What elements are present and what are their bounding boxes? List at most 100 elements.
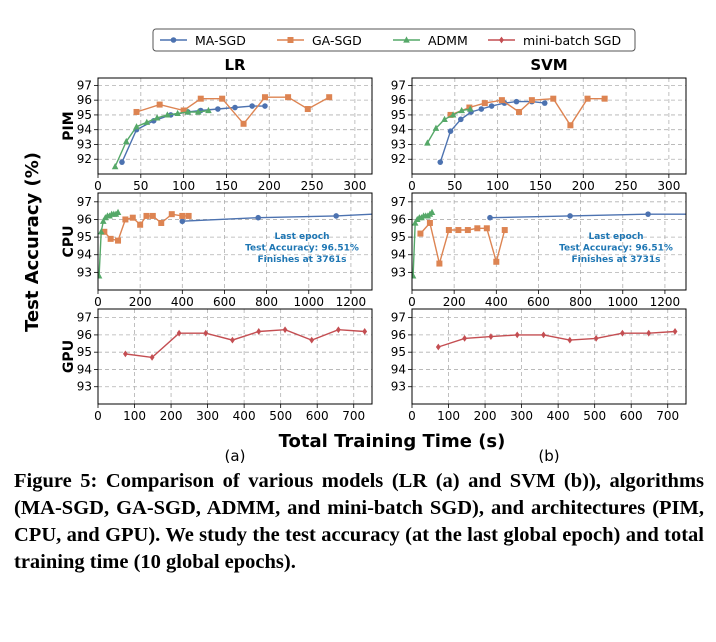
- data-point: [541, 331, 546, 339]
- data-point: [107, 235, 114, 242]
- data-point: [541, 100, 548, 106]
- x-tick-label: 150: [215, 179, 238, 193]
- data-point: [335, 326, 341, 334]
- data-point: [326, 94, 333, 101]
- x-tick-label: 250: [301, 179, 324, 193]
- x-tick-label: 100: [123, 409, 146, 423]
- data-point: [143, 118, 151, 125]
- series-line: [125, 328, 365, 359]
- y-tick-label: 96: [77, 212, 92, 226]
- data-point: [447, 111, 454, 118]
- data-point: [255, 214, 261, 221]
- data-point: [122, 216, 129, 223]
- y-tick-label: 92: [77, 152, 92, 166]
- x-tick-label: 0: [408, 295, 416, 309]
- data-point: [488, 103, 495, 109]
- data-point: [333, 213, 339, 219]
- legend-item: ADMM: [393, 33, 468, 48]
- series-line: [419, 221, 506, 267]
- data-point: [449, 111, 457, 118]
- x-tick-label: 400: [233, 409, 256, 423]
- data-point: [149, 353, 155, 361]
- data-point: [445, 227, 452, 234]
- data-point: [426, 219, 433, 226]
- data-point: [230, 336, 235, 344]
- y-tick-label: 93: [77, 265, 92, 279]
- x-tick-label: 200: [443, 295, 466, 309]
- data-point: [501, 227, 508, 234]
- y-tick-label: 95: [77, 108, 92, 122]
- y-tick-label: 95: [77, 230, 92, 244]
- data-point: [417, 230, 424, 237]
- legend-item: mini-batch SGD: [488, 33, 621, 48]
- annotation-text: Last epoch: [274, 232, 329, 242]
- y-tick-label: 97: [77, 195, 92, 209]
- data-point: [180, 107, 187, 114]
- data-point: [466, 105, 474, 112]
- data-point: [168, 211, 175, 218]
- data-point: [620, 329, 625, 337]
- y-tick-label: 94: [77, 362, 92, 376]
- data-point: [481, 100, 488, 107]
- data-point: [550, 95, 557, 102]
- annotation-text: Finishes at 3761s: [258, 255, 347, 265]
- data-point: [646, 329, 652, 337]
- y-tick-label: 96: [391, 212, 406, 226]
- data-point: [493, 258, 500, 265]
- data-point: [101, 228, 108, 235]
- x-tick-label: 500: [583, 409, 606, 423]
- panel-svm-gpu: 0 100 200 300 400 500 600 700 93 94 95 96 97: [391, 308, 687, 423]
- series-line: [439, 100, 545, 163]
- series-group: [111, 94, 333, 170]
- data-point: [143, 212, 150, 219]
- data-point: [98, 228, 105, 235]
- data-point: [282, 326, 288, 334]
- data-point: [528, 97, 535, 104]
- x-tick-label: 0: [94, 295, 102, 309]
- data-point: [488, 333, 494, 341]
- data-point: [232, 104, 238, 111]
- data-point: [98, 272, 103, 279]
- sublabel-a: (a): [225, 447, 246, 465]
- x-tick-label: 100: [172, 179, 195, 193]
- panel-frame: [411, 77, 687, 175]
- legend-item: GA-SGD: [277, 33, 362, 48]
- data-point: [240, 120, 247, 127]
- annotation-text: Test Accuracy: 96.51%: [245, 244, 359, 254]
- data-point: [584, 95, 591, 102]
- data-point: [483, 225, 490, 232]
- data-point: [516, 108, 523, 115]
- series-group: [123, 326, 368, 361]
- y-tick-label: 94: [391, 362, 406, 376]
- data-point: [441, 115, 448, 122]
- annotation-text: Test Accuracy: 96.51%: [559, 244, 673, 254]
- row-label: CPU: [61, 226, 77, 258]
- y-tick-label: 93: [391, 380, 406, 394]
- x-tick-label: 200: [160, 409, 183, 423]
- y-tick-label: 93: [77, 137, 92, 151]
- data-point: [197, 95, 204, 102]
- y-tick-label: 93: [77, 380, 92, 394]
- series-line: [114, 109, 209, 167]
- data-point: [464, 227, 471, 234]
- x-tick-label: 0: [408, 409, 416, 423]
- data-point: [133, 123, 140, 130]
- x-tick-label: 300: [343, 179, 366, 193]
- y-tick-label: 96: [391, 93, 406, 107]
- data-point: [149, 212, 156, 219]
- y-tick-label: 96: [391, 328, 406, 342]
- x-tick-label: 200: [129, 295, 152, 309]
- legend: MA-SGD GA-SGD ADMM mini-batch SGD: [152, 28, 636, 52]
- panel-lr-gpu: 0 100 200 300 400 500 600 700 93 94 95 96 97: [77, 308, 373, 423]
- data-point: [567, 122, 574, 129]
- data-point: [123, 350, 128, 358]
- data-point: [435, 343, 441, 351]
- panel-frame: [97, 77, 373, 175]
- data-point: [458, 106, 465, 114]
- y-tick-label: 96: [77, 328, 92, 342]
- figure-caption: Figure 5: Comparison of various models (…: [14, 470, 704, 573]
- data-point: [513, 98, 520, 105]
- y-tick-label: 96: [77, 93, 92, 107]
- legend-label: mini-batch SGD: [523, 33, 621, 48]
